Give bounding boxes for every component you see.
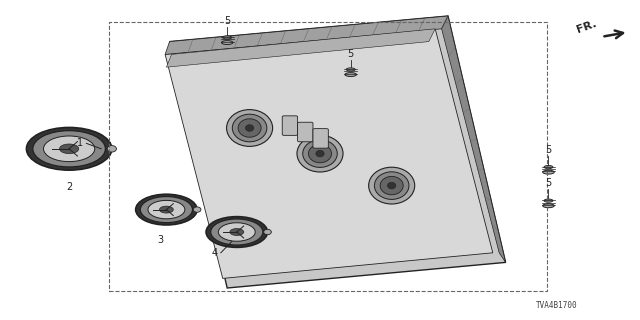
- Ellipse shape: [107, 146, 116, 152]
- Ellipse shape: [346, 68, 355, 71]
- Ellipse shape: [543, 204, 554, 208]
- Ellipse shape: [238, 119, 261, 137]
- Polygon shape: [166, 29, 435, 67]
- Ellipse shape: [33, 131, 106, 167]
- Text: TVA4B1700: TVA4B1700: [536, 301, 578, 310]
- Ellipse shape: [316, 150, 324, 157]
- Text: 5: 5: [545, 145, 552, 155]
- Text: 1: 1: [77, 138, 83, 148]
- Polygon shape: [165, 16, 448, 54]
- Ellipse shape: [303, 140, 337, 167]
- Ellipse shape: [345, 73, 356, 76]
- Polygon shape: [170, 16, 506, 288]
- Text: 2: 2: [66, 182, 72, 192]
- Ellipse shape: [246, 125, 253, 131]
- Ellipse shape: [223, 36, 232, 39]
- Ellipse shape: [148, 200, 185, 219]
- Text: 3: 3: [157, 235, 163, 245]
- Ellipse shape: [308, 144, 332, 163]
- Ellipse shape: [26, 127, 112, 170]
- Ellipse shape: [380, 176, 403, 195]
- Ellipse shape: [544, 165, 553, 169]
- Text: 5: 5: [224, 16, 230, 26]
- FancyBboxPatch shape: [313, 129, 328, 148]
- Ellipse shape: [140, 196, 193, 223]
- Text: 4: 4: [211, 248, 218, 258]
- Ellipse shape: [44, 136, 95, 162]
- Ellipse shape: [159, 206, 173, 213]
- Ellipse shape: [544, 199, 553, 202]
- Ellipse shape: [136, 194, 197, 225]
- Ellipse shape: [206, 217, 268, 247]
- Ellipse shape: [297, 135, 343, 172]
- FancyBboxPatch shape: [282, 116, 298, 135]
- Text: 5: 5: [348, 49, 354, 59]
- Ellipse shape: [264, 229, 271, 235]
- Ellipse shape: [388, 182, 396, 189]
- Ellipse shape: [60, 144, 79, 154]
- Ellipse shape: [193, 207, 201, 212]
- Polygon shape: [442, 16, 506, 262]
- Ellipse shape: [232, 114, 267, 142]
- Ellipse shape: [221, 41, 233, 44]
- Ellipse shape: [369, 167, 415, 204]
- Ellipse shape: [230, 228, 244, 236]
- FancyBboxPatch shape: [298, 122, 313, 142]
- Polygon shape: [165, 29, 493, 278]
- Ellipse shape: [374, 172, 409, 199]
- Text: FR.: FR.: [576, 19, 598, 35]
- Ellipse shape: [211, 219, 263, 245]
- Ellipse shape: [227, 109, 273, 147]
- Ellipse shape: [218, 223, 255, 241]
- Ellipse shape: [543, 170, 554, 174]
- Text: 5: 5: [545, 179, 552, 188]
